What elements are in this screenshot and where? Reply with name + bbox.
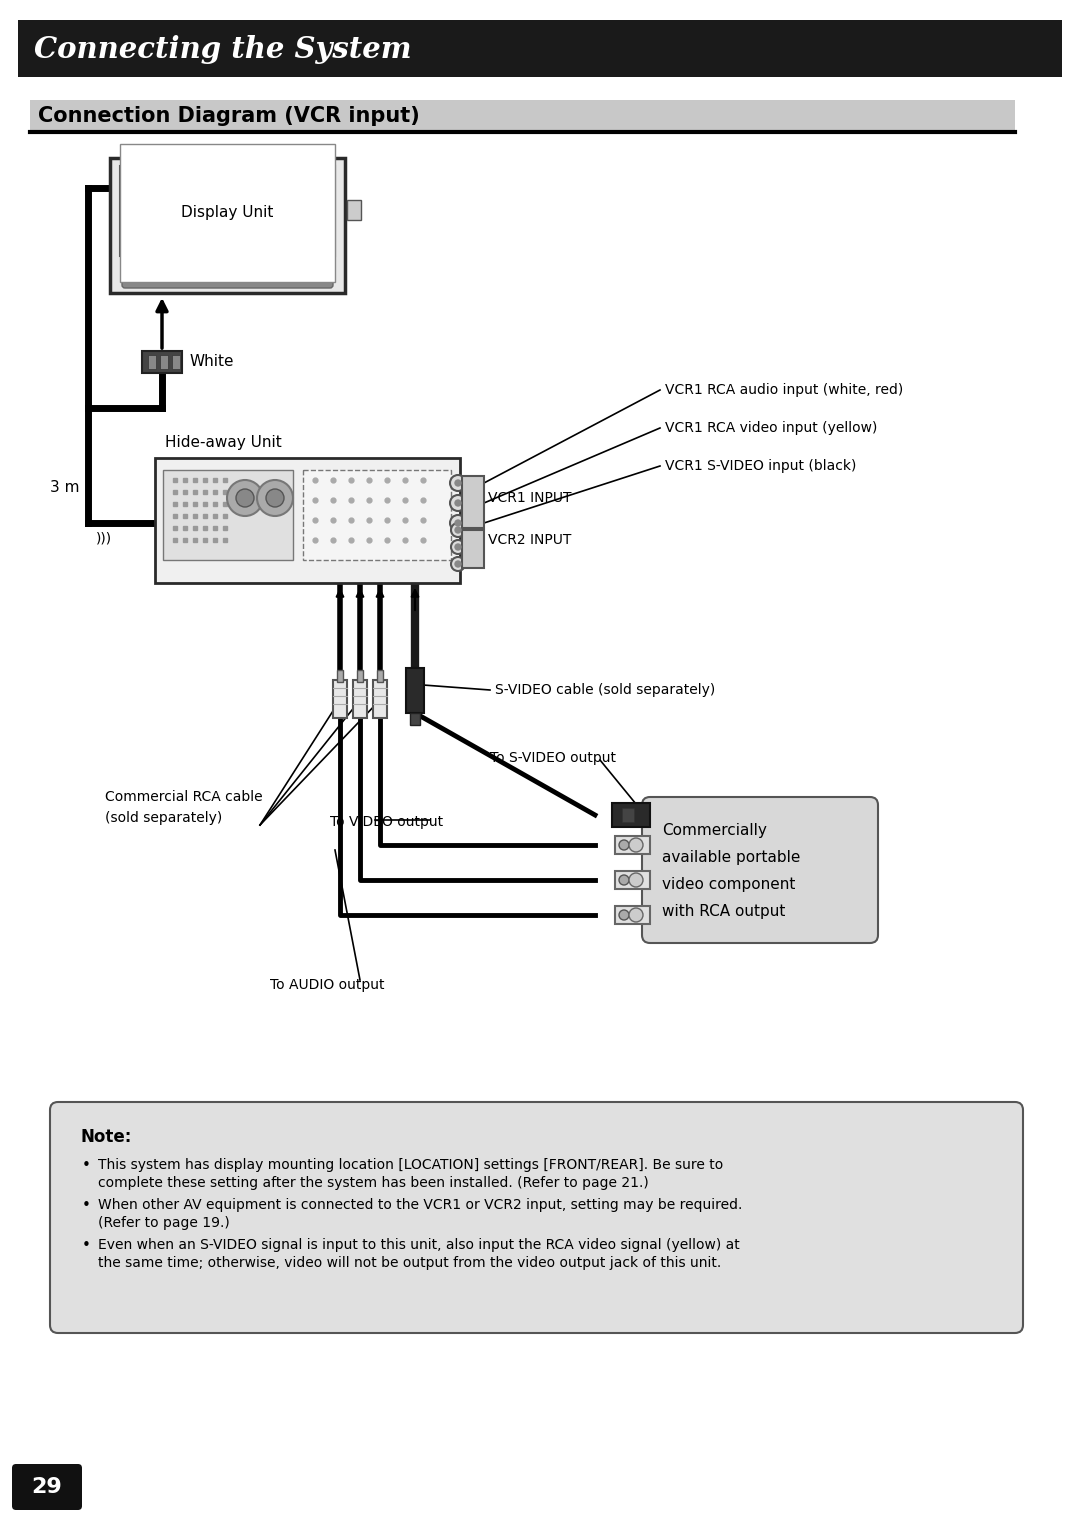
Circle shape: [629, 839, 643, 852]
Text: •: •: [82, 1157, 91, 1173]
Text: S-VIDEO cable (sold separately): S-VIDEO cable (sold separately): [495, 684, 715, 698]
Text: To AUDIO output: To AUDIO output: [270, 978, 384, 992]
Text: Commercially
available portable
video component
with RCA output: Commercially available portable video co…: [662, 823, 800, 918]
Circle shape: [450, 475, 465, 491]
Circle shape: [237, 489, 254, 507]
Circle shape: [455, 480, 461, 486]
Text: VCR2 INPUT: VCR2 INPUT: [488, 533, 571, 547]
Text: Display Unit: Display Unit: [181, 205, 273, 221]
Circle shape: [450, 495, 465, 510]
FancyBboxPatch shape: [347, 199, 361, 221]
Text: the same time; otherwise, video will not be output from the video output jack of: the same time; otherwise, video will not…: [98, 1256, 721, 1269]
Text: 3 m: 3 m: [50, 480, 80, 495]
FancyBboxPatch shape: [160, 356, 168, 369]
FancyBboxPatch shape: [110, 158, 345, 293]
FancyBboxPatch shape: [122, 261, 333, 288]
FancyBboxPatch shape: [462, 477, 484, 527]
FancyBboxPatch shape: [163, 471, 293, 560]
Text: To VIDEO output: To VIDEO output: [330, 816, 443, 829]
Text: VCR1 INPUT: VCR1 INPUT: [488, 491, 571, 504]
Circle shape: [455, 527, 461, 533]
Text: Commercial RCA cable
(sold separately): Commercial RCA cable (sold separately): [105, 789, 262, 825]
Circle shape: [455, 544, 461, 550]
FancyBboxPatch shape: [172, 356, 180, 369]
FancyBboxPatch shape: [18, 20, 1062, 77]
Circle shape: [450, 515, 465, 530]
FancyBboxPatch shape: [642, 797, 878, 943]
Text: complete these setting after the system has been installed. (Refer to page 21.): complete these setting after the system …: [98, 1176, 649, 1190]
Text: 29: 29: [31, 1476, 63, 1498]
Circle shape: [257, 480, 293, 517]
FancyBboxPatch shape: [141, 351, 183, 373]
Text: Even when an S-VIDEO signal is input to this unit, also input the RCA video sign: Even when an S-VIDEO signal is input to …: [98, 1239, 740, 1252]
Text: VCR1 S-VIDEO input (black): VCR1 S-VIDEO input (black): [665, 458, 856, 474]
Text: When other AV equipment is connected to the VCR1 or VCR2 input, setting may be r: When other AV equipment is connected to …: [98, 1197, 742, 1213]
Text: (Refer to page 19.): (Refer to page 19.): [98, 1216, 230, 1229]
FancyBboxPatch shape: [615, 835, 650, 854]
FancyBboxPatch shape: [615, 871, 650, 889]
Circle shape: [629, 872, 643, 888]
FancyBboxPatch shape: [462, 530, 484, 569]
Circle shape: [227, 480, 264, 517]
Circle shape: [266, 489, 284, 507]
FancyBboxPatch shape: [622, 808, 634, 822]
Text: White: White: [190, 354, 234, 369]
FancyBboxPatch shape: [333, 681, 347, 717]
FancyBboxPatch shape: [373, 681, 387, 717]
Circle shape: [451, 523, 465, 537]
Text: This system has display mounting location [LOCATION] settings [FRONT/REAR]. Be s: This system has display mounting locatio…: [98, 1157, 724, 1173]
FancyBboxPatch shape: [120, 166, 335, 256]
Text: Connecting the System: Connecting the System: [33, 35, 411, 63]
FancyBboxPatch shape: [148, 356, 156, 369]
FancyBboxPatch shape: [612, 803, 650, 826]
Circle shape: [455, 520, 461, 526]
Text: Connection Diagram (VCR input): Connection Diagram (VCR input): [38, 106, 420, 126]
Circle shape: [455, 500, 461, 506]
FancyBboxPatch shape: [30, 100, 1015, 132]
Text: ))): ))): [96, 530, 112, 546]
Text: •: •: [82, 1239, 91, 1252]
Circle shape: [619, 875, 629, 885]
Text: VCR1 RCA audio input (white, red): VCR1 RCA audio input (white, red): [665, 383, 903, 397]
Text: To S-VIDEO output: To S-VIDEO output: [490, 751, 616, 765]
FancyBboxPatch shape: [615, 906, 650, 924]
FancyBboxPatch shape: [337, 670, 343, 682]
FancyBboxPatch shape: [50, 1102, 1023, 1334]
Text: •: •: [82, 1197, 91, 1213]
FancyBboxPatch shape: [406, 668, 424, 713]
FancyBboxPatch shape: [353, 681, 367, 717]
Circle shape: [455, 561, 461, 567]
FancyBboxPatch shape: [303, 471, 451, 560]
Circle shape: [451, 556, 465, 570]
FancyBboxPatch shape: [12, 1464, 82, 1510]
Circle shape: [619, 911, 629, 920]
Text: VCR1 RCA video input (yellow): VCR1 RCA video input (yellow): [665, 422, 877, 435]
Text: Note:: Note:: [80, 1128, 132, 1147]
Text: Hide-away Unit: Hide-away Unit: [165, 434, 282, 449]
Circle shape: [619, 840, 629, 849]
FancyBboxPatch shape: [357, 670, 363, 682]
FancyBboxPatch shape: [156, 458, 460, 583]
Circle shape: [451, 540, 465, 553]
FancyBboxPatch shape: [410, 713, 420, 725]
Circle shape: [629, 908, 643, 921]
FancyBboxPatch shape: [377, 670, 383, 682]
